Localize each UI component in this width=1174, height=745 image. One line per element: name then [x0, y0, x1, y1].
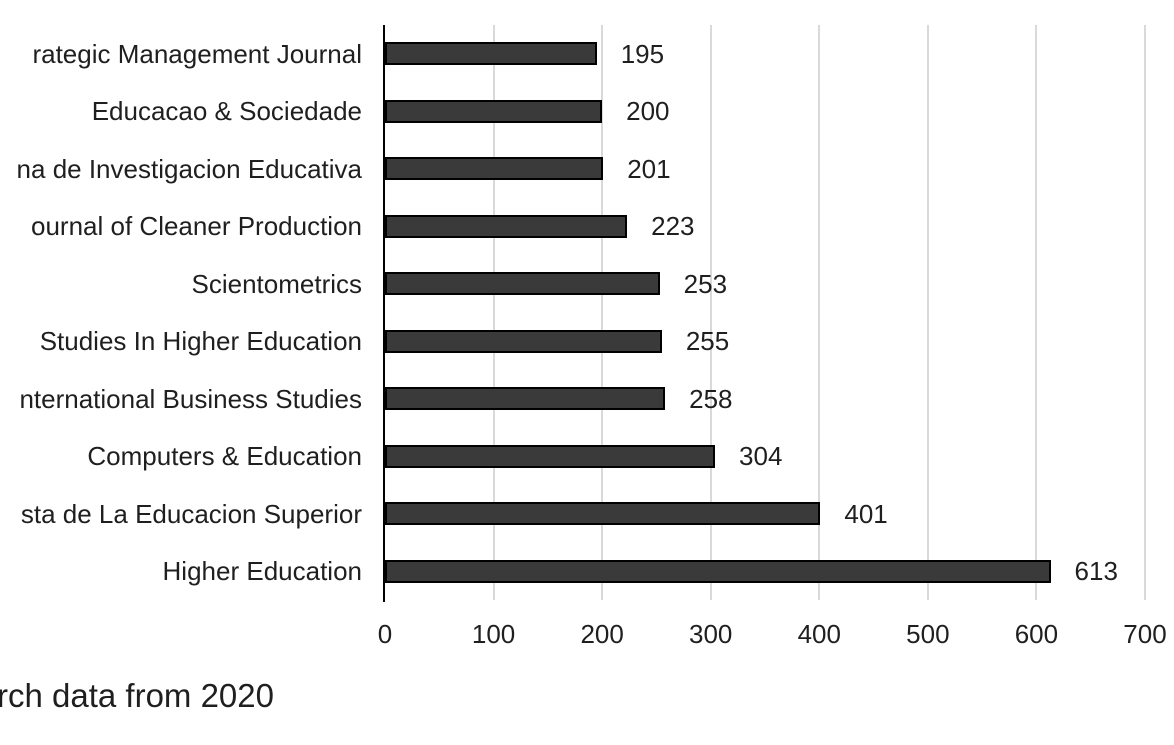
gridline-x-100 — [492, 25, 495, 600]
gridline-x-200 — [601, 25, 604, 600]
value-label-2: 201 — [627, 153, 671, 184]
value-label-9: 613 — [1074, 556, 1118, 587]
category-label-8: sta de La Educacion Superior — [20, 498, 362, 529]
bar-2 — [385, 157, 604, 181]
x-axis-tick-label-600: 600 — [1014, 619, 1059, 649]
bar-8 — [385, 502, 821, 526]
gridline-x-700 — [1144, 25, 1146, 600]
value-label-8: 401 — [844, 498, 888, 529]
value-label-4: 253 — [683, 268, 728, 299]
x-axis-tick-label-400: 400 — [797, 619, 841, 649]
value-label-0: 195 — [620, 38, 665, 69]
x-axis-tick-label-0: 0 — [377, 619, 393, 649]
value-label-6: 258 — [689, 383, 733, 414]
bar-6 — [385, 387, 666, 411]
x-axis-tick-label-500: 500 — [906, 619, 950, 649]
x-axis-tick-label-200: 200 — [580, 619, 624, 649]
category-label-6: nternational Business Studies — [19, 383, 362, 414]
bar-1 — [385, 99, 603, 123]
value-label-1: 200 — [626, 96, 670, 127]
gridline-x-300 — [709, 25, 712, 600]
category-label-3: ournal of Cleaner Production — [31, 211, 362, 242]
category-label-5: Studies In Higher Education — [39, 326, 362, 357]
gridline-x-500 — [926, 25, 929, 600]
category-label-1: Educacao & Sociedade — [91, 96, 362, 127]
chart-caption: rch data from 2020 — [0, 677, 274, 714]
bar-5 — [385, 329, 662, 353]
x-axis-tick-label-700: 700 — [1123, 619, 1167, 649]
category-label-2: na de Investigacion Educativa — [16, 153, 362, 184]
value-label-7: 304 — [739, 441, 783, 472]
bar-3 — [385, 214, 628, 238]
gridline-x-600 — [1035, 25, 1038, 600]
category-label-9: Higher Education — [162, 556, 362, 587]
bar-0 — [385, 42, 597, 66]
x-axis-tick-label-100: 100 — [471, 619, 516, 649]
gridline-x-400 — [818, 25, 821, 600]
category-axis-line — [383, 25, 385, 602]
bar-4 — [385, 272, 660, 296]
value-label-3: 223 — [651, 211, 695, 242]
x-axis-tick-label-300: 300 — [689, 619, 733, 649]
category-label-7: Computers & Education — [87, 441, 362, 472]
category-label-4: Scientometrics — [191, 268, 363, 299]
category-label-0: rategic Management Journal — [32, 38, 362, 69]
value-label-5: 255 — [685, 326, 730, 357]
bar-9 — [385, 559, 1051, 583]
bar-7 — [385, 444, 716, 468]
